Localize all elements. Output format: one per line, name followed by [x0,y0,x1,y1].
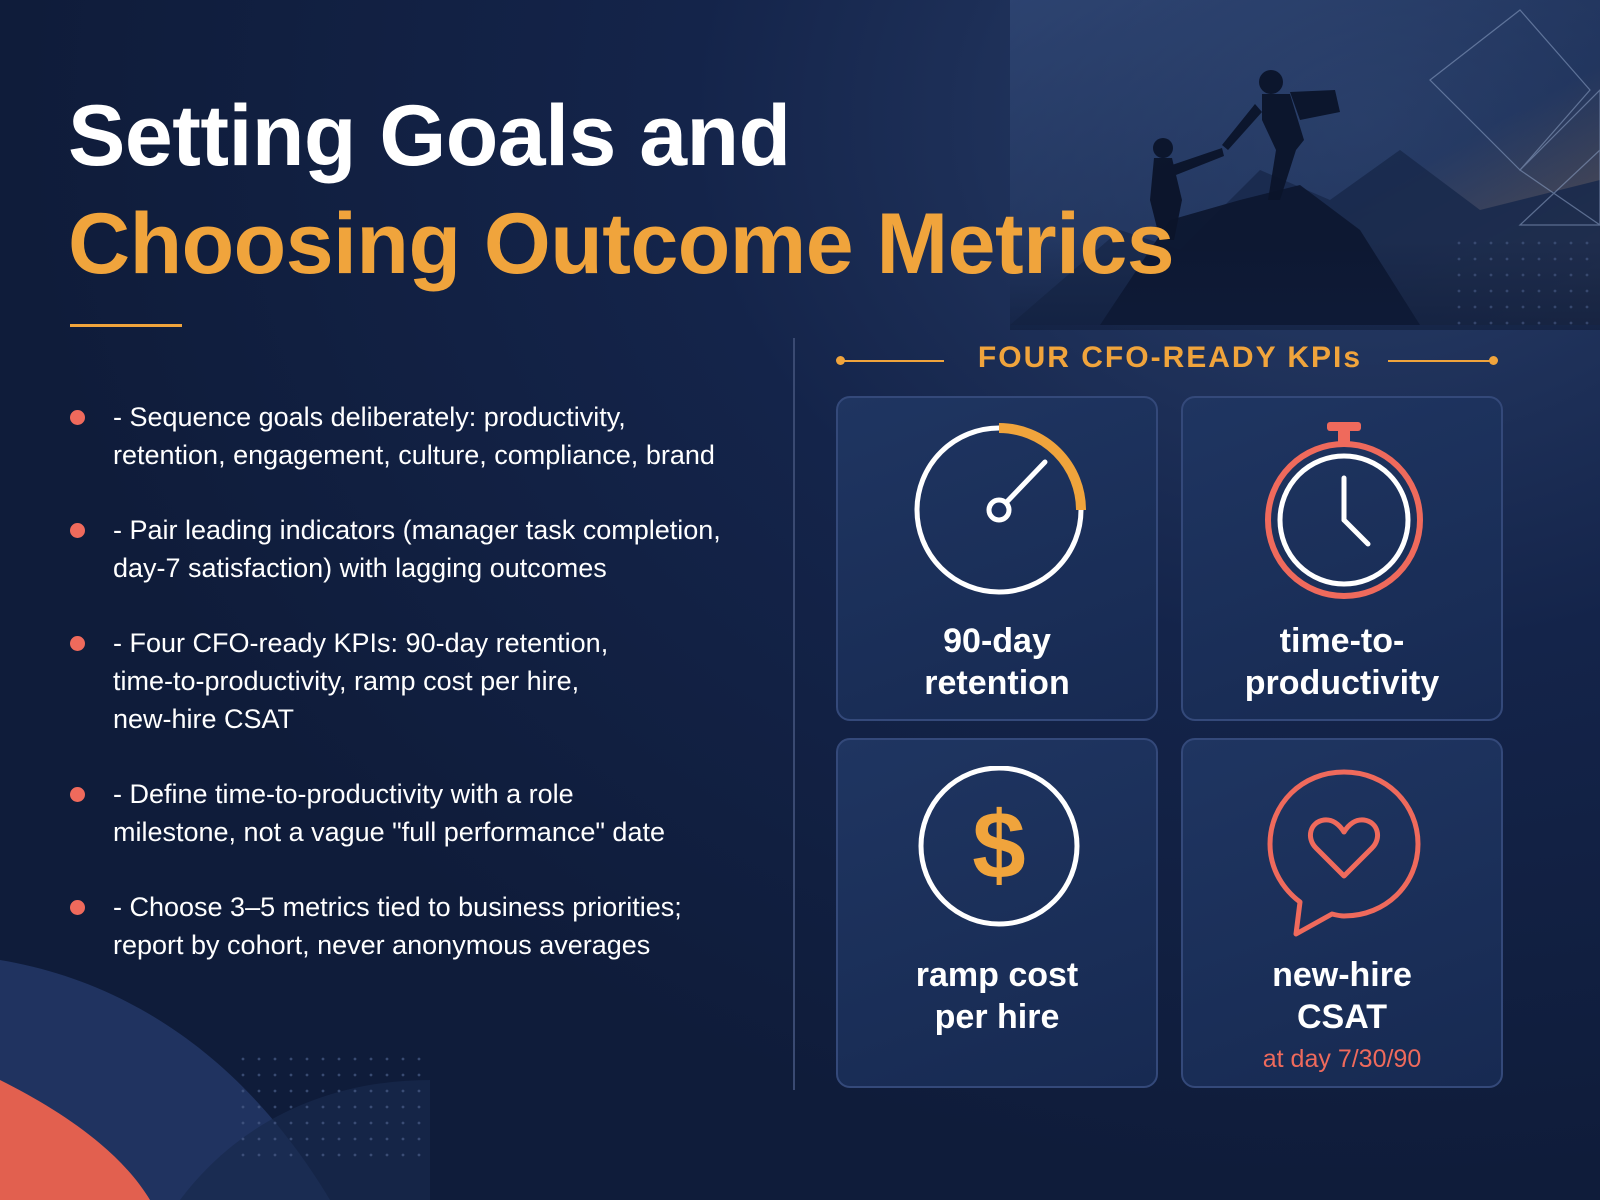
kpi-label-line: CSAT [1296,998,1388,1036]
kpi-label-line: new-hire [1272,956,1412,994]
kpi-header-text: FOUR CFO-READY KPIs [977,341,1363,374]
bullet-text: - Sequence goals deliberately: productiv… [113,402,626,432]
bullet-text: - Choose 3–5 metrics tied to business pr… [113,892,682,922]
vertical-divider [793,338,795,1090]
bullet-text: day-7 satisfaction) with lagging outcome… [113,553,607,583]
kpi-label-line: productivity [1244,664,1440,702]
bullet-list: - Sequence goals deliberately: productiv… [70,398,770,1001]
gauge-icon [914,423,1086,595]
bullet-text: - Pair leading indicators (manager task … [113,515,721,545]
kpi-card-retention: 90-day retention [836,396,1158,721]
bullet-item: - Pair leading indicators (manager task … [70,511,770,587]
header-dot-icon [836,356,845,365]
triangle-lines [1429,9,1600,226]
bullet-item: - Sequence goals deliberately: productiv… [70,398,770,474]
bullet-dot-icon [70,523,85,538]
heart-chat-icon [1267,769,1421,937]
bullet-text: retention, engagement, culture, complian… [113,440,715,470]
kpi-sublabel: at day 7/30/90 [1262,1045,1422,1073]
bullet-dot-icon [70,787,85,802]
bullet-text: - Four CFO-ready KPIs: 90-day retention, [113,628,609,658]
kpi-label-line: per hire [934,998,1060,1036]
kpi-header: FOUR CFO-READY KPIs [830,336,1510,386]
stopwatch-icon [1265,422,1423,599]
bullet-text: report by cohort, never anonymous averag… [113,930,651,960]
kpi-label: new-hire CSAT [1183,954,1501,1038]
kpi-card-ramp-cost: $ ramp cost per hire [836,738,1158,1088]
header-dot-icon [1489,356,1498,365]
kpi-label: time-to- productivity [1183,620,1501,704]
bullet-dot-icon [70,410,85,425]
kpi-label: ramp cost per hire [838,954,1156,1038]
bullet-item: - Define time-to-productivity with a rol… [70,775,770,851]
climbers-silhouette [1150,70,1340,240]
bullet-dot-icon [70,636,85,651]
kpi-label-line: ramp cost [915,956,1079,994]
dollar-icon: $ [918,766,1080,927]
bullet-text: - Define time-to-productivity with a rol… [113,779,574,809]
kpi-label-line: time-to- [1279,622,1405,660]
header-rule [1388,360,1494,362]
bullet-text: milestone, not a vague "full performance… [113,817,665,847]
kpi-card-new-hire-csat: new-hire CSAT at day 7/30/90 [1181,738,1503,1088]
kpi-label-line: retention [924,664,1070,702]
title-line-1: Setting Goals and [68,88,791,184]
svg-text:$: $ [972,792,1025,899]
bullet-dot-icon [70,900,85,915]
title-underline [70,324,182,327]
slide-title: Setting Goals and Choosing Outcome Metri… [68,82,1175,298]
kpi-label: 90-day retention [838,620,1156,704]
header-rule [842,360,944,362]
kpi-card-time-to-productivity: time-to- productivity [1181,396,1503,721]
bullet-text: new-hire CSAT [113,704,295,734]
bullet-item: - Choose 3–5 metrics tied to business pr… [70,888,770,964]
kpi-label-line: 90-day [943,622,1051,660]
title-line-2: Choosing Outcome Metrics [68,196,1175,292]
bullet-text: time-to-productivity, ramp cost per hire… [113,666,580,696]
bullet-item: - Four CFO-ready KPIs: 90-day retention,… [70,624,770,738]
